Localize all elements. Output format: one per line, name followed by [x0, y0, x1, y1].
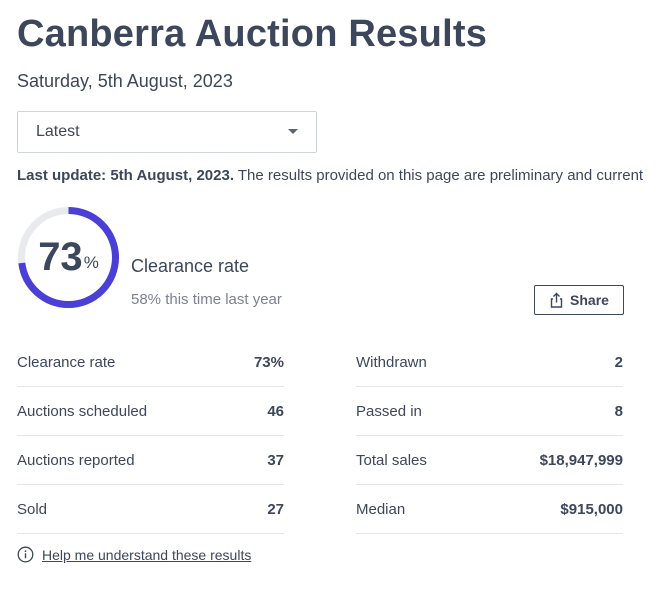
stat-label: Auctions reported — [17, 451, 135, 469]
stat-value: 8 — [614, 402, 623, 420]
clearance-ring — [18, 207, 119, 308]
stat-value: 73% — [253, 353, 284, 371]
clearance-rate-label: Clearance rate — [131, 256, 250, 276]
update-notice: Last update: 5th August, 2023. The resul… — [17, 167, 658, 184]
stat-row: Median $915,000 — [356, 485, 623, 534]
info-icon — [17, 546, 34, 563]
page-title: Canberra Auction Results — [17, 13, 488, 55]
clearance-rate-last-year: 58% this time last year — [131, 291, 282, 308]
stat-row: Withdrawn 2 — [356, 338, 623, 387]
results-period-selected: Latest — [36, 123, 80, 140]
chevron-down-icon — [288, 129, 298, 134]
stat-value: 2 — [614, 353, 623, 371]
stat-label: Auctions scheduled — [17, 402, 148, 420]
stat-row: Auctions scheduled 46 — [17, 387, 284, 436]
help-link[interactable]: Help me understand these results — [42, 546, 252, 563]
stat-label: Median — [356, 500, 406, 518]
stat-label: Sold — [17, 500, 48, 518]
stat-value: 27 — [267, 500, 284, 518]
stats-right-column: Withdrawn 2 Passed in 8 Total sales $18,… — [356, 338, 623, 534]
results-date: Saturday, 5th August, 2023 — [17, 71, 233, 91]
clearance-rate-gauge: 73% — [17, 206, 120, 309]
stat-value: 37 — [267, 451, 284, 469]
stat-row: Sold 27 — [17, 485, 284, 534]
stat-row: Total sales $18,947,999 — [356, 436, 623, 485]
help-section: Help me understand these results — [17, 546, 251, 563]
stat-label: Total sales — [356, 451, 427, 469]
clearance-rate-percent-sign: % — [83, 252, 99, 272]
stats-left-column: Clearance rate 73% Auctions scheduled 46… — [17, 338, 284, 534]
share-button[interactable]: Share — [534, 285, 624, 315]
stat-label: Withdrawn — [356, 353, 427, 371]
share-button-label: Share — [570, 292, 609, 308]
share-icon — [550, 292, 563, 308]
stat-label: Passed in — [356, 402, 422, 420]
ring-progress — [18, 207, 119, 308]
stat-row: Auctions reported 37 — [17, 436, 284, 485]
stat-label: Clearance rate — [17, 353, 116, 371]
stat-value: 46 — [267, 402, 284, 420]
update-label: Last update: 5th August, 2023. — [17, 167, 234, 184]
stat-row: Clearance rate 73% — [17, 338, 284, 387]
stat-value: $915,000 — [560, 500, 623, 518]
clearance-rate-value: 73 — [38, 235, 83, 279]
stat-row: Passed in 8 — [356, 387, 623, 436]
update-text: The results provided on this page are pr… — [233, 167, 644, 184]
stat-value: $18,947,999 — [539, 451, 623, 469]
results-period-select[interactable]: Latest — [17, 111, 317, 153]
